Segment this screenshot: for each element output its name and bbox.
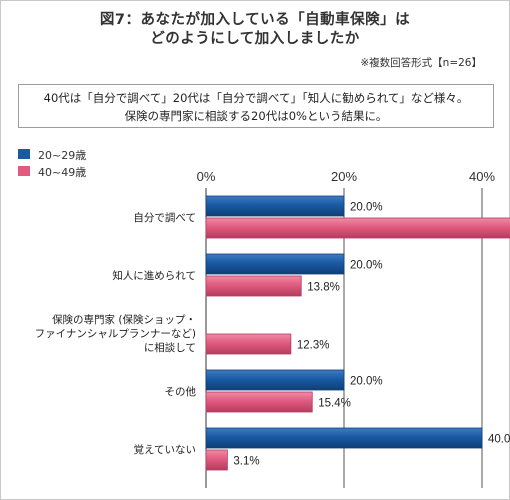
- bar-series1-cat4: [205, 449, 228, 471]
- comment-box: 40代は「自分で調べて」20代は「自分で調べて」「知人に勧められて」など様々。 …: [18, 84, 494, 128]
- data-label-series1-cat1: 13.8%: [307, 282, 340, 294]
- comment-line1: 40代は「自分で調べて」20代は「自分で調べて」「知人に勧められて」など様々。: [43, 91, 469, 105]
- category-label-2-2: に相談して: [144, 341, 196, 354]
- bar-series0-cat3: [205, 369, 345, 391]
- bar-series0-cat1: [205, 253, 345, 275]
- comment-line2: 保険の専門家に相談する20代は0%という結果に。: [124, 109, 388, 123]
- category-label-2-1: ファイナンシャルプランナーなど): [35, 328, 196, 340]
- data-label-series0-cat4: 40.0%: [488, 434, 510, 446]
- data-label-series0-cat3: 20.0%: [350, 376, 383, 388]
- category-label-2-0: 保険の専門家 (保険ショップ・: [52, 313, 196, 326]
- legend-label-40s: 40~49歳: [38, 166, 87, 179]
- tick-label-20: 20%: [331, 169, 357, 184]
- tick-label-40: 40%: [469, 169, 495, 184]
- tick-label-0: 0%: [197, 169, 216, 184]
- legend-swatch-20s: [18, 149, 30, 159]
- bar-series1-cat0: [205, 217, 510, 239]
- bar-series0-cat0: [205, 195, 345, 217]
- category-label-1-0: 知人に進められて: [112, 269, 196, 282]
- data-label-series1-cat4: 3.1%: [233, 456, 259, 468]
- legend-swatch-40s: [18, 166, 30, 176]
- bar-series0-cat4: [205, 427, 483, 449]
- data-label-series1-cat3: 15.4%: [318, 398, 351, 410]
- data-label-series0-cat1: 20.0%: [350, 260, 383, 272]
- category-label-4-0: 覚えていない: [134, 443, 196, 456]
- chart-title-line1: 図7：あなたが加入している「自動車保険」は: [99, 12, 411, 28]
- bar-series1-cat3: [205, 391, 313, 413]
- bar-series1-cat1: [205, 275, 302, 297]
- bar-series1-cat2: [205, 333, 292, 355]
- sample-note: ※複数回答形式【n=26】: [360, 57, 482, 69]
- data-label-series0-cat0: 20.0%: [350, 202, 383, 214]
- data-label-series1-cat2: 12.3%: [297, 340, 330, 352]
- category-label-0-0: 自分で調べて: [133, 211, 196, 224]
- chart-title-line2: どのようにして加入しましたか: [150, 31, 360, 47]
- category-label-3-0: その他: [165, 385, 197, 398]
- legend-label-20s: 20~29歳: [38, 149, 87, 162]
